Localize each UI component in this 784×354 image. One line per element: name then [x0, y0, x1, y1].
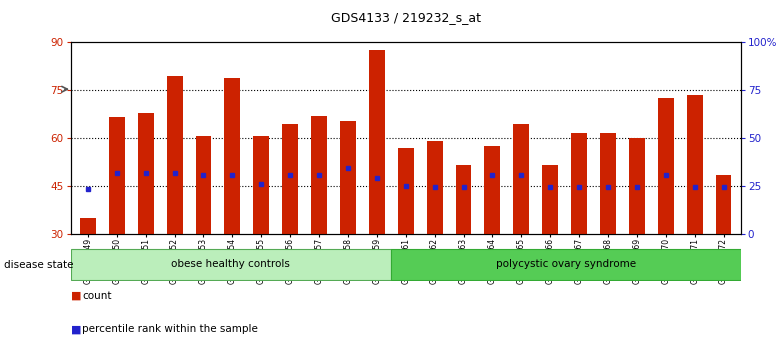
Bar	[543, 165, 558, 329]
Bar	[167, 76, 183, 329]
Bar	[253, 136, 269, 329]
Text: percentile rank within the sample: percentile rank within the sample	[82, 324, 258, 334]
Bar	[426, 141, 442, 329]
Text: GDS4133 / 219232_s_at: GDS4133 / 219232_s_at	[331, 11, 481, 24]
Bar	[397, 148, 414, 329]
Text: disease state: disease state	[4, 260, 74, 270]
Bar	[138, 113, 154, 329]
Bar	[109, 117, 125, 329]
Bar	[687, 95, 702, 329]
Bar	[514, 124, 529, 329]
FancyBboxPatch shape	[71, 250, 391, 280]
Bar	[485, 146, 500, 329]
Bar	[629, 138, 644, 329]
FancyBboxPatch shape	[391, 250, 741, 280]
Bar	[282, 124, 298, 329]
Bar	[658, 98, 673, 329]
Text: count: count	[82, 291, 112, 301]
Bar	[311, 116, 327, 329]
Bar	[224, 78, 241, 329]
Bar	[369, 50, 385, 329]
Text: polycystic ovary syndrome: polycystic ovary syndrome	[496, 259, 636, 269]
Text: obese healthy controls: obese healthy controls	[172, 259, 290, 269]
Bar	[80, 218, 96, 329]
Bar	[600, 133, 616, 329]
Text: ■: ■	[71, 324, 81, 334]
Bar	[456, 165, 471, 329]
Bar	[716, 175, 731, 329]
Bar	[571, 133, 587, 329]
Bar	[195, 136, 212, 329]
Text: ■: ■	[71, 291, 81, 301]
Bar	[340, 120, 356, 329]
